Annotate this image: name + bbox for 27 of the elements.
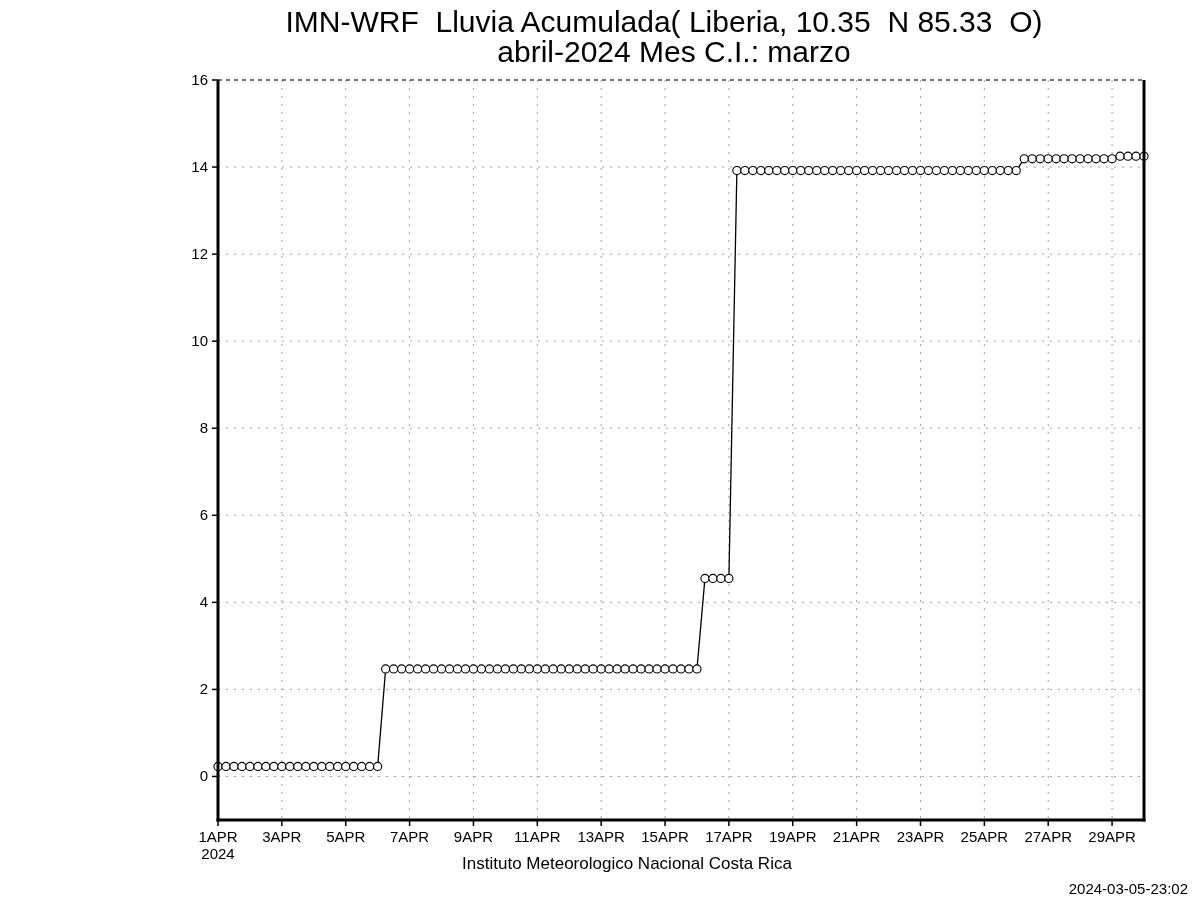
x-tick-label: 17APR (705, 828, 753, 845)
x-tick-label: 19APR (768, 828, 817, 845)
y-tick-label: 0 (199, 767, 208, 785)
y-tick-label: 14 (191, 158, 208, 176)
y-tick-label: 12 (191, 245, 208, 263)
x-tick-label: 29APR (1088, 828, 1136, 845)
x-tick-label: 11APR (514, 828, 561, 845)
chart-title: IMN-WRF Lluvia Acumulada( Liberia, 10.35 N 85.33 O) (285, 5, 1043, 38)
x-tick-label: 27APR (1024, 828, 1073, 845)
text: Instituto Meteorologico Nacional Costa Rica (462, 854, 793, 873)
x-tick-label: 13APR (577, 828, 626, 845)
y-tick-label: 10 (191, 332, 208, 350)
y-tick-label: 2 (199, 680, 208, 698)
text: 2024-03-05-23:02 (1068, 880, 1188, 897)
y-tick-label: 16 (191, 71, 208, 88)
y-tick-label: 8 (199, 419, 208, 437)
x-tick-label: 1APR 2024 (198, 828, 238, 862)
x-tick-label: 25APR (960, 828, 1009, 845)
x-tick-label: 9APR (453, 828, 494, 845)
x-tick-label: 7APR (389, 828, 430, 845)
x-tick-label: 15APR (641, 828, 689, 845)
x-tick-label: 5APR (326, 828, 366, 845)
x-tick-label: 23APR (896, 828, 945, 845)
y-tick-label: 4 (199, 593, 208, 611)
y-tick-label: 6 (199, 506, 208, 524)
x-tick-label: 3APR (262, 828, 302, 845)
x-tick-label: 21APR (832, 828, 881, 845)
